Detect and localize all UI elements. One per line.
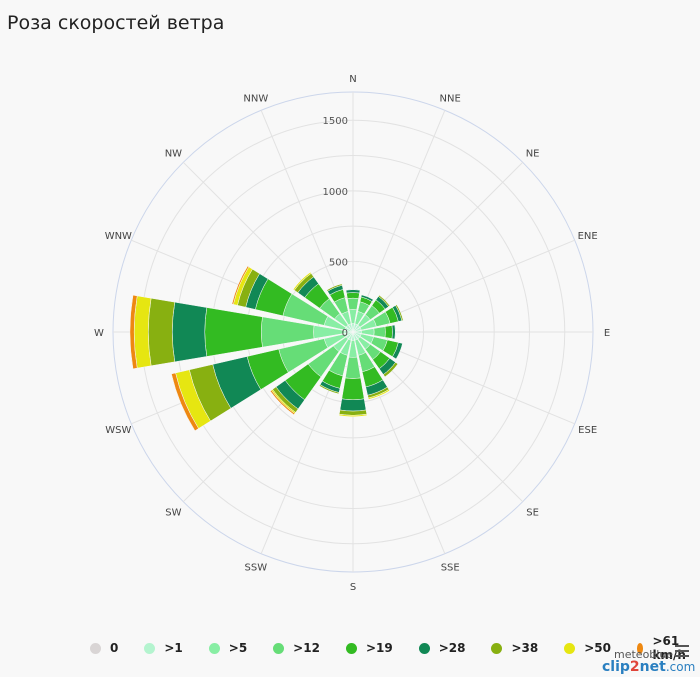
- radial-tick-label: 0: [342, 328, 348, 339]
- direction-label-wnw: WNW: [105, 231, 132, 242]
- direction-label-wsw: WSW: [105, 425, 131, 436]
- direction-label-ne: NE: [526, 148, 540, 159]
- sector-w-bin-6: [148, 297, 176, 367]
- sector-ese-bin-5: [392, 342, 403, 360]
- sector-n-bin-5: [345, 289, 361, 294]
- legend-label: >12: [293, 641, 320, 655]
- sector-se-bin-6: [382, 361, 399, 378]
- sector-s-bin-7: [338, 413, 368, 417]
- sector-w-bin-8: [129, 294, 138, 370]
- sector-n-bin-4: [346, 292, 360, 299]
- hamburger-menu-icon[interactable]: [675, 645, 689, 657]
- sector-s-bin-5: [339, 398, 367, 412]
- sector-wnw-bin-8: [231, 265, 250, 305]
- direction-label-nw: NW: [165, 148, 182, 159]
- sector-ene-bin-6: [395, 304, 404, 322]
- legend-swatch: [564, 642, 576, 654]
- legend-item-4[interactable]: >19: [345, 641, 393, 655]
- direction-label-nnw: NNW: [243, 93, 268, 104]
- sector-w-bin-4: [204, 307, 263, 357]
- sector-n-bin-3: [347, 297, 359, 311]
- page-title: Роза скоростей ветра: [7, 12, 225, 34]
- legend-item-1[interactable]: >1: [144, 641, 183, 655]
- legend-item-3[interactable]: >12: [273, 641, 320, 655]
- legend-swatch: [208, 642, 220, 654]
- direction-label-ssw: SSW: [245, 563, 268, 574]
- wind-rose-chart: 0 500 1000 1500 N NNE NE ENE E ESE SE SSE S SSW SW WSW W…: [94, 74, 610, 593]
- sector-nne-bin-5: [360, 294, 374, 302]
- sector-s-bin-4: [341, 377, 365, 401]
- legend-label: >5: [228, 641, 248, 655]
- legend-label: >19: [365, 641, 393, 655]
- legend-swatch: [637, 642, 644, 654]
- legend-swatch: [491, 642, 503, 654]
- radial-tick-label: 1000: [323, 187, 348, 198]
- sector-e-bin-4: [384, 325, 393, 339]
- sector-e-bin-5: [391, 324, 396, 340]
- direction-label-w: W: [94, 328, 104, 339]
- sector-sw-bin-8: [269, 389, 296, 416]
- radial-tick-label: 500: [329, 257, 348, 268]
- legend: 0 >1 >5 >12 >19 >28 >38 >50 >61 km/h: [90, 634, 700, 662]
- sector-sse-bin-7: [367, 389, 391, 400]
- legend-item-6[interactable]: >38: [491, 641, 538, 655]
- legend-swatch: [273, 642, 285, 654]
- legend-item-0[interactable]: 0: [90, 641, 118, 655]
- sector-w-bin-5: [172, 301, 208, 363]
- direction-label-ese: ESE: [578, 425, 597, 436]
- sector-s-bin-3: [345, 356, 361, 379]
- legend-label: >38: [511, 641, 539, 655]
- direction-label-nne: NNE: [440, 93, 461, 104]
- legend-swatch: [345, 642, 357, 654]
- direction-label-n: N: [349, 74, 356, 85]
- direction-label-sw: SW: [165, 508, 181, 519]
- legend-label: >50: [584, 641, 611, 655]
- direction-label-se: SE: [526, 508, 539, 519]
- legend-swatch: [144, 642, 156, 654]
- direction-label-ene: ENE: [578, 231, 598, 242]
- legend-swatch: [90, 642, 101, 654]
- spoke-nne: [352, 110, 446, 333]
- watermark: clip2net.com: [602, 659, 696, 675]
- legend-swatch: [418, 642, 430, 654]
- sector-ssw-bin-6: [318, 384, 340, 395]
- legend-item-7[interactable]: >50: [564, 641, 611, 655]
- sector-e-bin-3: [373, 326, 386, 338]
- sector-wsw-bin-8: [171, 372, 199, 432]
- legend-item-2[interactable]: >5: [208, 641, 248, 655]
- direction-label-sse: SSE: [441, 563, 460, 574]
- sector-nnw-bin-6: [326, 283, 343, 292]
- meteoblue-brand: meteoblue: [614, 648, 674, 661]
- sector-ne-bin-6: [378, 294, 391, 307]
- radial-tick-label: 1500: [323, 116, 348, 127]
- legend-label: >1: [164, 641, 183, 655]
- direction-label-s: S: [350, 582, 356, 593]
- legend-label: >28: [438, 641, 466, 655]
- legend-label: 0: [110, 641, 119, 655]
- legend-item-5[interactable]: >28: [418, 641, 466, 655]
- sector-nw-bin-7: [292, 271, 312, 291]
- direction-label-e: E: [604, 328, 610, 339]
